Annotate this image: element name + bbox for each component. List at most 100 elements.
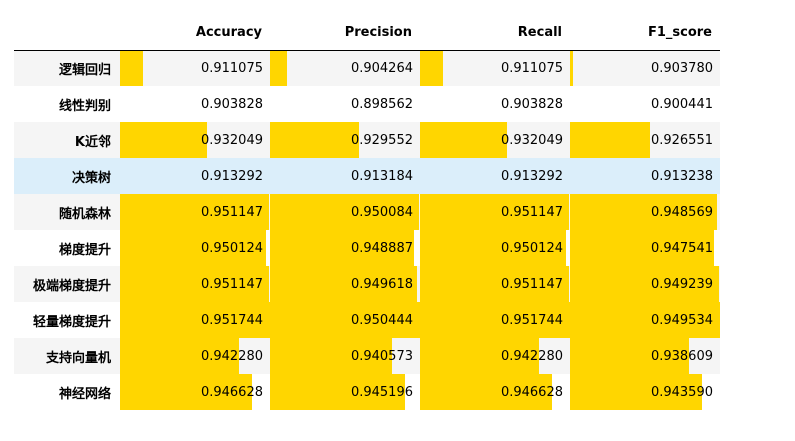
data-bar — [120, 266, 269, 302]
data-bar — [270, 302, 420, 338]
cell-recall: 0.911075 — [420, 50, 570, 86]
data-bar — [120, 122, 207, 158]
cell-precision: 0.950084 — [270, 194, 420, 230]
cell-recall: 0.913292 — [420, 158, 570, 194]
column-header-precision: Precision — [270, 16, 420, 51]
cell-value: 0.949618 — [350, 276, 413, 292]
metrics-table: Accuracy Precision Recall F1_score 逻辑回归 0… — [14, 16, 720, 410]
cell-precision: 0.950444 — [270, 302, 420, 338]
cell-accuracy: 0.913292 — [120, 158, 270, 194]
cell-value: 0.945196 — [350, 384, 413, 400]
cell-value: 0.911075 — [200, 60, 263, 76]
cell-f1-score: 0.949534 — [570, 302, 720, 338]
table-body: 逻辑回归 0.911075 0.904264 0.911075 0.903780 线性判别… — [14, 50, 720, 410]
cell-recall: 0.903828 — [420, 86, 570, 122]
column-header-accuracy: Accuracy — [120, 16, 270, 51]
table-row: 梯度提升 0.950124 0.948887 0.950124 0.947541 — [14, 230, 720, 266]
data-bar — [420, 230, 566, 266]
table-row: 逻辑回归 0.911075 0.904264 0.911075 0.903780 — [14, 50, 720, 86]
row-label: 轻量梯度提升 — [14, 302, 120, 338]
data-bar — [270, 230, 414, 266]
cell-recall: 0.932049 — [420, 122, 570, 158]
cell-precision: 0.948887 — [270, 230, 420, 266]
table-row: 极端梯度提升 0.951147 0.949618 0.951147 0.949239 — [14, 266, 720, 302]
table-row: 线性判别 0.903828 0.898562 0.903828 0.900441 — [14, 86, 720, 122]
data-bar — [570, 302, 720, 338]
cell-value: 0.942280 — [500, 348, 563, 364]
cell-f1-score: 0.948569 — [570, 194, 720, 230]
cell-value: 0.932049 — [200, 132, 263, 148]
data-bar — [120, 230, 266, 266]
data-bar — [270, 338, 392, 374]
cell-f1-score: 0.926551 — [570, 122, 720, 158]
cell-accuracy: 0.911075 — [120, 50, 270, 86]
cell-value: 0.929552 — [350, 132, 413, 148]
data-bar — [420, 194, 569, 230]
cell-value: 0.898562 — [350, 96, 413, 112]
row-label: 线性判别 — [14, 86, 120, 122]
cell-precision: 0.945196 — [270, 374, 420, 410]
row-label: 梯度提升 — [14, 230, 120, 266]
data-bar — [270, 50, 287, 86]
cell-value: 0.951744 — [200, 312, 263, 328]
cell-value: 0.938609 — [650, 348, 713, 364]
cell-f1-score: 0.949239 — [570, 266, 720, 302]
row-label: 决策树 — [14, 158, 120, 194]
cell-precision: 0.898562 — [270, 86, 420, 122]
data-bar — [570, 374, 702, 410]
table-row: 决策树 0.913292 0.913184 0.913292 0.913238 — [14, 158, 720, 194]
data-bar — [270, 266, 417, 302]
data-bar — [420, 374, 552, 410]
cell-value: 0.903828 — [500, 96, 563, 112]
cell-accuracy: 0.942280 — [120, 338, 270, 374]
cell-precision: 0.904264 — [270, 50, 420, 86]
cell-value: 0.950084 — [350, 204, 413, 220]
cell-value: 0.932049 — [500, 132, 563, 148]
data-bar — [120, 50, 143, 86]
table-row: 神经网络 0.946628 0.945196 0.946628 0.943590 — [14, 374, 720, 410]
header-row: Accuracy Precision Recall F1_score — [14, 16, 720, 51]
data-bar — [120, 302, 270, 338]
cell-recall: 0.942280 — [420, 338, 570, 374]
data-bar — [420, 122, 507, 158]
cell-accuracy: 0.951147 — [120, 266, 270, 302]
cell-value: 0.949534 — [650, 312, 713, 328]
cell-value: 0.949239 — [650, 276, 713, 292]
cell-value: 0.913292 — [500, 168, 563, 184]
cell-value: 0.950444 — [350, 312, 413, 328]
table-row: 随机森林 0.951147 0.950084 0.951147 0.948569 — [14, 194, 720, 230]
cell-f1-score: 0.943590 — [570, 374, 720, 410]
cell-value: 0.948569 — [650, 204, 713, 220]
table-header: Accuracy Precision Recall F1_score — [14, 16, 720, 51]
row-label: 极端梯度提升 — [14, 266, 120, 302]
table-row: 支持向量机 0.942280 0.940573 0.942280 0.938609 — [14, 338, 720, 374]
cell-value: 0.943590 — [650, 384, 713, 400]
data-bar — [420, 338, 539, 374]
cell-value: 0.913184 — [350, 168, 413, 184]
cell-value: 0.948887 — [350, 240, 413, 256]
row-label: K近邻 — [14, 122, 120, 158]
data-bar — [570, 338, 689, 374]
cell-value: 0.951744 — [500, 312, 563, 328]
cell-recall: 0.951147 — [420, 194, 570, 230]
cell-value: 0.950124 — [500, 240, 563, 256]
column-header-f1-score: F1_score — [570, 16, 720, 51]
data-bar — [420, 266, 569, 302]
cell-value: 0.950124 — [200, 240, 263, 256]
data-bar — [570, 194, 717, 230]
data-bar — [270, 194, 419, 230]
cell-value: 0.900441 — [650, 96, 713, 112]
cell-precision: 0.940573 — [270, 338, 420, 374]
cell-value: 0.946628 — [500, 384, 563, 400]
cell-value: 0.940573 — [350, 348, 413, 364]
cell-value: 0.951147 — [200, 276, 263, 292]
cell-value: 0.913292 — [200, 168, 263, 184]
cell-f1-score: 0.900441 — [570, 86, 720, 122]
cell-f1-score: 0.947541 — [570, 230, 720, 266]
data-bar — [420, 302, 570, 338]
cell-accuracy: 0.951744 — [120, 302, 270, 338]
cell-f1-score: 0.903780 — [570, 50, 720, 86]
data-bar — [570, 266, 719, 302]
cell-accuracy: 0.950124 — [120, 230, 270, 266]
data-bar — [570, 230, 714, 266]
